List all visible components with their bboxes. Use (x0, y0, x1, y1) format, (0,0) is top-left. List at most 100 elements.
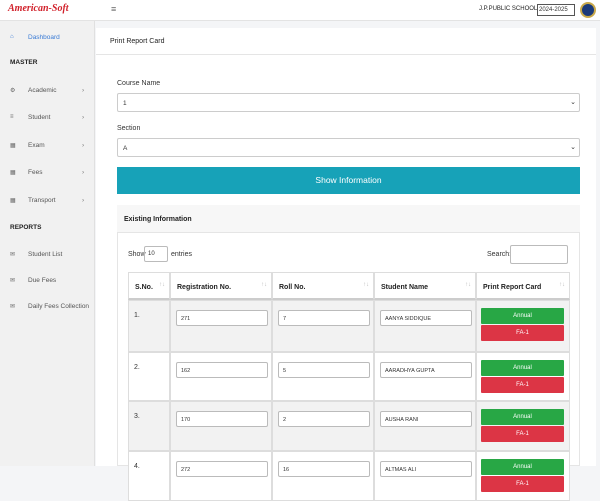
cell: Annual FA-1 (476, 300, 570, 352)
show-label: Show (128, 251, 146, 258)
cell: 5 (272, 352, 374, 401)
column-label: S.No. (135, 284, 153, 291)
cell: 271 (170, 300, 272, 352)
cell: 2 (272, 401, 374, 451)
annual-button[interactable]: Annual (481, 360, 564, 376)
page-title: Print Report Card (110, 38, 165, 45)
annual-button[interactable]: Annual (481, 459, 564, 475)
top-bar (0, 0, 600, 21)
arrow: ⌄ (570, 99, 576, 106)
cell-input[interactable]: 5 (278, 362, 370, 378)
icon: ✉ (10, 304, 16, 310)
cell-input[interactable]: 7 (278, 310, 370, 326)
school-logo (580, 2, 596, 18)
chevron: › (82, 197, 85, 204)
course-label: Course Name (117, 80, 161, 87)
cell-input[interactable]: ALTMAS ALI (380, 461, 472, 477)
sidebar-label: Due Fees (28, 277, 57, 284)
column-label: Student Name (381, 284, 429, 291)
sidebar-label: Exam (28, 142, 45, 149)
session-select[interactable]: 2024-2025 (537, 4, 575, 16)
menu-toggle[interactable]: ≡ (111, 4, 117, 14)
table: S.No. ↑↓ Registration No. ↑↓ Roll No. ↑↓ Stude… (128, 272, 570, 501)
cell-input[interactable]: 271 (176, 310, 268, 326)
sidebar-label: MASTER (10, 59, 38, 66)
cell: 7 (272, 300, 374, 352)
serial: 4. (134, 463, 140, 470)
section-select[interactable]: A ⌄ (117, 138, 580, 157)
sort-icon: ↑↓ (363, 282, 369, 288)
cell: Annual FA-1 (476, 451, 570, 501)
cell-input[interactable]: 272 (176, 461, 268, 477)
cell: AUSHA RANI (374, 401, 476, 451)
sidebar-label: Dashboard (28, 34, 60, 41)
search-input[interactable] (510, 245, 568, 264)
section-value: A (123, 145, 128, 152)
cell-input[interactable]: 162 (176, 362, 268, 378)
column-header[interactable]: Registration No. ↑↓ (170, 272, 272, 300)
icon: ✉ (10, 252, 16, 258)
cell-input[interactable]: 170 (176, 411, 268, 427)
cell-input[interactable]: 16 (278, 461, 370, 477)
cell-input[interactable]: 2 (278, 411, 370, 427)
serial: 3. (134, 413, 140, 420)
divider (96, 54, 596, 55)
icon: ✉ (10, 278, 16, 284)
icon: ▦ (10, 170, 16, 176)
cell-input[interactable]: AUSHA RANI (380, 411, 472, 427)
cell: 16 (272, 451, 374, 501)
arrow: ⌄ (570, 144, 576, 151)
sidebar-label: Daily Fees Collection (28, 303, 90, 310)
show-button[interactable]: Show Information (117, 167, 580, 194)
fa1-button[interactable]: FA-1 (481, 426, 564, 442)
course-value: 1 (123, 100, 127, 107)
sidebar (0, 21, 95, 466)
card-header (117, 205, 580, 233)
column-header[interactable]: Roll No. ↑↓ (272, 272, 374, 300)
cell: Annual FA-1 (476, 401, 570, 451)
cell: 3. (128, 401, 170, 451)
serial: 1. (134, 312, 140, 319)
cell: 170 (170, 401, 272, 451)
section-label: Section (117, 125, 141, 132)
cell: 4. (128, 451, 170, 501)
cell: 162 (170, 352, 272, 401)
cell: AANYA SIDDIQUE (374, 300, 476, 352)
fa1-button[interactable]: FA-1 (481, 325, 564, 341)
icon: ⚙ (10, 88, 16, 94)
column-header[interactable]: Student Name ↑↓ (374, 272, 476, 300)
sidebar-label: REPORTS (10, 224, 42, 231)
cell: 2. (128, 352, 170, 401)
entries-label: entries (171, 251, 193, 258)
sidebar-label: Student List (28, 251, 63, 258)
cell: 272 (170, 451, 272, 501)
icon: ▦ (10, 143, 16, 149)
sidebar-label: Academic (28, 87, 57, 94)
column-header[interactable]: Print Report Card ↑↓ (476, 272, 570, 300)
chevron: › (82, 87, 85, 94)
logo[interactable]: American-Soft (8, 3, 69, 14)
icon: ⌂ (10, 34, 14, 40)
annual-button[interactable]: Annual (481, 409, 564, 425)
sort-icon: ↑↓ (261, 282, 267, 288)
column-header[interactable]: S.No. ↑↓ (128, 272, 170, 300)
icon: ≡ (10, 114, 14, 120)
sidebar-label: Transport (28, 197, 56, 204)
annual-button[interactable]: Annual (481, 308, 564, 324)
column-label: Roll No. (279, 284, 306, 291)
fa1-button[interactable]: FA-1 (481, 377, 564, 393)
school-name: J.P.PUBLIC SCHOOL (479, 6, 538, 12)
cell-input[interactable]: AARADHYA GUPTA (380, 362, 472, 378)
cell: AARADHYA GUPTA (374, 352, 476, 401)
course-select[interactable]: 1 ⌄ (117, 93, 580, 112)
sidebar-label: Student (28, 114, 51, 121)
cell-input[interactable]: AANYA SIDDIQUE (380, 310, 472, 326)
search-label: Search: (487, 251, 512, 258)
sidebar-label: Fees (28, 169, 43, 176)
column-label: Print Report Card (483, 284, 542, 291)
cell: Annual FA-1 (476, 352, 570, 401)
cell: 1. (128, 300, 170, 352)
entries-select[interactable]: 10 (144, 246, 168, 262)
fa1-button[interactable]: FA-1 (481, 476, 564, 492)
